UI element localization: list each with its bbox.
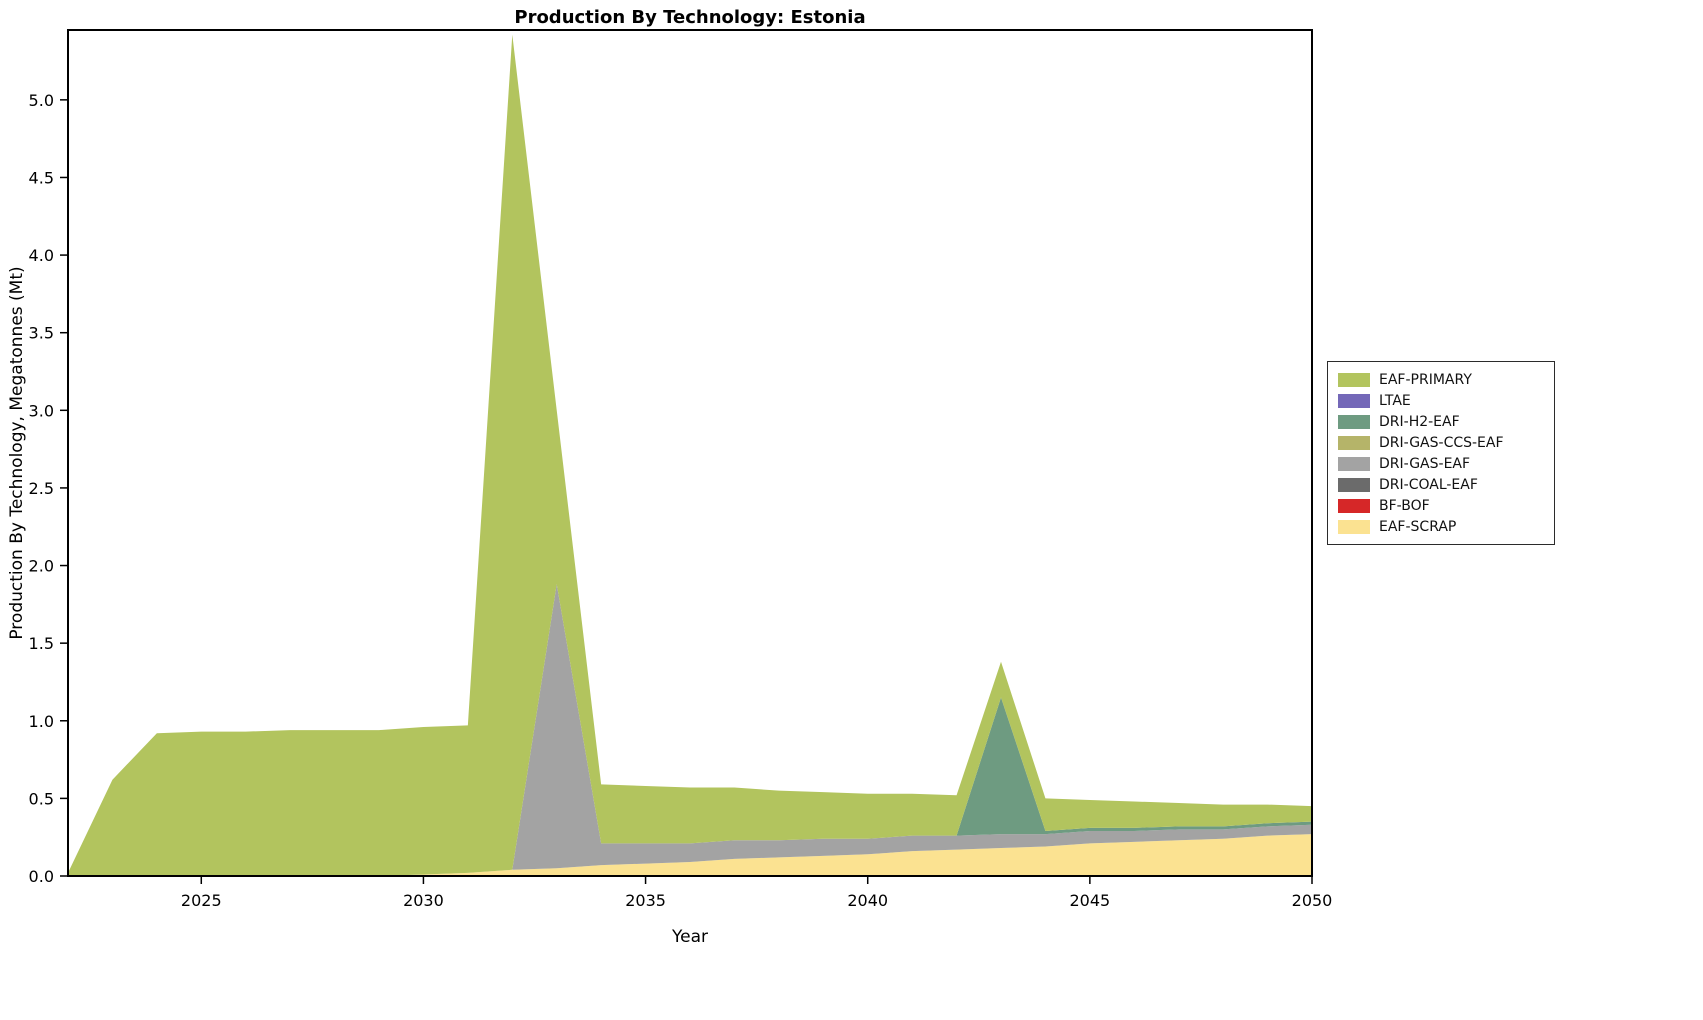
x-axis-label: Year <box>671 927 708 947</box>
legend-item: DRI-H2-EAF <box>1338 411 1544 432</box>
legend-item: EAF-PRIMARY <box>1338 369 1544 390</box>
legend-item: DRI-GAS-EAF <box>1338 453 1544 474</box>
legend-label: DRI-GAS-EAF <box>1379 455 1471 472</box>
y-tick-label: 2.5 <box>29 479 54 498</box>
y-tick-label: 3.5 <box>29 324 54 343</box>
legend-label: DRI-H2-EAF <box>1379 413 1460 430</box>
x-tick-label: 2035 <box>625 891 666 910</box>
area-dri-h2-eaf <box>68 584 1312 876</box>
x-tick-label: 2050 <box>1292 891 1333 910</box>
y-tick-label: 4.0 <box>29 246 54 265</box>
legend-item: EAF-SCRAP <box>1338 516 1544 537</box>
legend-swatch-eaf-scrap <box>1338 519 1370 534</box>
x-tick-label: 2030 <box>403 891 444 910</box>
y-tick-label: 0.5 <box>29 789 54 808</box>
y-tick-label: 3.0 <box>29 401 54 420</box>
plot-border <box>67 29 1313 877</box>
legend-swatch-dri-gas-eaf <box>1338 456 1370 471</box>
area-eaf-primary <box>68 34 1312 877</box>
y-axis-label: Production By Technology, Megatonnes (Mt… <box>7 266 27 639</box>
legend-swatch-dri-gas-ccs-eaf <box>1338 435 1370 450</box>
y-tick-label: 2.0 <box>29 557 54 576</box>
legend-item: LTAE <box>1338 390 1544 411</box>
legend-label: LTAE <box>1379 392 1411 409</box>
legend-label: EAF-SCRAP <box>1379 518 1457 535</box>
y-tick-label: 4.5 <box>29 168 54 187</box>
legend-swatch-bf-bof <box>1338 498 1370 513</box>
area-eaf-scrap <box>68 834 1312 876</box>
legend: EAF-PRIMARY LTAE DRI-H2-EAF DRI-GAS-CCS-EAF… <box>1327 361 1555 545</box>
y-tick-label: 0.0 <box>29 867 54 886</box>
legend-label: DRI-COAL-EAF <box>1379 476 1478 493</box>
x-tick-label: 2045 <box>1069 891 1110 910</box>
x-tick-label: 2025 <box>181 891 222 910</box>
chart-title: Production By Technology: Estonia <box>514 7 865 28</box>
legend-label: BF-BOF <box>1379 497 1430 514</box>
legend-item: DRI-GAS-CCS-EAF <box>1338 432 1544 453</box>
legend-swatch-dri-h2-eaf <box>1338 414 1370 429</box>
y-tick-label: 5.0 <box>29 91 54 110</box>
chart-layers: 2025 2030 2035 2040 2045 2050 0.0 0.5 1.0 1.5 2.0 2… <box>29 29 1333 910</box>
y-tick-label: 1.5 <box>29 634 54 653</box>
y-tick-label: 1.0 <box>29 712 54 731</box>
legend-item: DRI-COAL-EAF <box>1338 474 1544 495</box>
legend-label: DRI-GAS-CCS-EAF <box>1379 434 1504 451</box>
x-tick-label: 2040 <box>847 891 888 910</box>
legend-swatch-eaf-primary <box>1338 372 1370 387</box>
legend-swatch-dri-coal-eaf <box>1338 477 1370 492</box>
legend-swatch-ltae <box>1338 393 1370 408</box>
legend-label: EAF-PRIMARY <box>1379 371 1472 388</box>
legend-item: BF-BOF <box>1338 495 1544 516</box>
